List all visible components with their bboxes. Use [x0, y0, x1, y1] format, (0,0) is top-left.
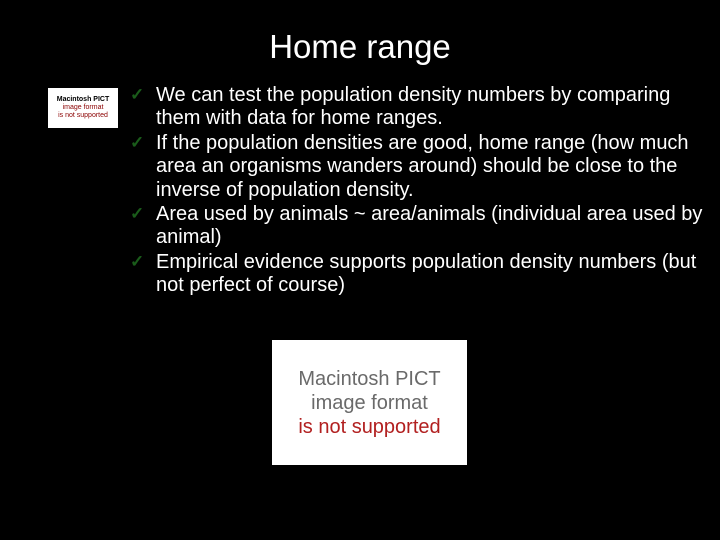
pict-small-line3: is not supported — [50, 112, 116, 120]
pict-placeholder-large: Macintosh PICT image format is not suppo… — [272, 340, 467, 465]
pict-small-line2: image format — [50, 104, 116, 112]
pict-large-line2: image format — [311, 391, 428, 415]
checkmark-icon: ✓ — [130, 204, 144, 224]
bullet-text: Empirical evidence supports population d… — [156, 251, 720, 298]
checkmark-icon: ✓ — [130, 133, 144, 153]
slide-title: Home range — [0, 0, 720, 84]
bullet-item: ✓ We can test the population density num… — [130, 84, 720, 131]
pict-large-line3: is not supported — [298, 415, 440, 439]
pict-placeholder-small: Macintosh PICT image format is not suppo… — [48, 88, 118, 128]
bullet-item: ✓ Area used by animals ~ area/animals (i… — [130, 203, 720, 250]
checkmark-icon: ✓ — [130, 85, 144, 105]
bullet-text: We can test the population density numbe… — [156, 84, 720, 131]
content-area: Macintosh PICT image format is not suppo… — [0, 84, 720, 298]
bullet-text: If the population densities are good, ho… — [156, 132, 720, 202]
pict-small-line1: Macintosh PICT — [50, 96, 116, 104]
bullet-text: Area used by animals ~ area/animals (ind… — [156, 203, 720, 250]
bullet-item: ✓ If the population densities are good, … — [130, 132, 720, 202]
checkmark-icon: ✓ — [130, 252, 144, 272]
bullet-list: ✓ We can test the population density num… — [50, 84, 720, 298]
slide: Home range Macintosh PICT image format i… — [0, 0, 720, 540]
pict-large-line1: Macintosh PICT — [298, 367, 440, 391]
bullet-item: ✓ Empirical evidence supports population… — [130, 251, 720, 298]
